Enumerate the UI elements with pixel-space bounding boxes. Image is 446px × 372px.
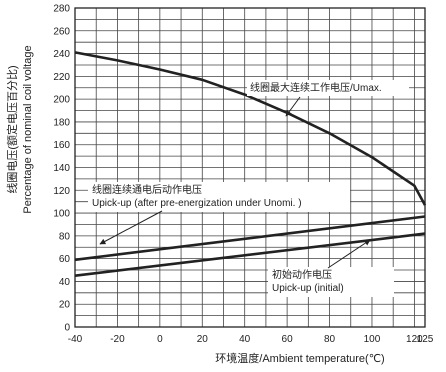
x-tick-label: 40 bbox=[239, 334, 251, 345]
y-tick-label: 40 bbox=[59, 277, 71, 288]
annotation-arrow bbox=[327, 239, 371, 269]
annotation-box bbox=[268, 267, 394, 297]
x-tick-label: 100 bbox=[364, 334, 381, 345]
y-tick-label: 200 bbox=[53, 95, 70, 106]
x-tick-label: -40 bbox=[68, 334, 83, 345]
y-axis-title: 线圈电压(额定电压百分比) Percentage of nominal coil … bbox=[5, 45, 34, 213]
annotation-arrow bbox=[285, 96, 301, 117]
annotation-text: 初始动作电压 bbox=[272, 268, 332, 281]
y-axis-title-line: Percentage of nominal coil voltage bbox=[22, 45, 34, 213]
y-tick-label: 60 bbox=[59, 254, 71, 265]
tick-labels: -40 -20 0 20 40 60 80 100 1201250204060801001201… bbox=[53, 4, 433, 346]
y-tick-label: 240 bbox=[53, 49, 70, 60]
y-tick-label: 80 bbox=[59, 231, 71, 242]
plot-frame bbox=[74, 7, 426, 328]
y-tick-label: 260 bbox=[53, 26, 70, 37]
x-tick-label: 125 bbox=[417, 334, 434, 345]
annotation-text: 线圈最大连续工作电压/Umax. bbox=[250, 81, 382, 94]
y-tick-label: 180 bbox=[53, 117, 70, 128]
annotation-text: Upick-up (initial) bbox=[272, 283, 344, 294]
y-tick-label: 160 bbox=[53, 140, 70, 151]
annotations: 线圈最大连续工作电压/Umax. 线圈连续通电后动作电压 Upick-up (aft… bbox=[88, 80, 409, 297]
y-tick-label: 20 bbox=[59, 300, 71, 311]
annotation-text: 线圈连续通电后动作电压 bbox=[92, 183, 202, 196]
annotation-arrow bbox=[99, 210, 163, 245]
x-tick-label: 80 bbox=[324, 334, 336, 345]
annotation-box bbox=[247, 80, 409, 96]
x-tick-label: -20 bbox=[110, 334, 125, 345]
annotation-text: Upick-up (after pre-energization under U… bbox=[92, 198, 302, 209]
series-line-2 bbox=[74, 215, 426, 262]
x-tick-label: 0 bbox=[157, 334, 163, 345]
x-tick-label: 60 bbox=[282, 334, 294, 345]
x-tick-label: 120 bbox=[406, 334, 423, 345]
x-tick-label: 20 bbox=[197, 334, 209, 345]
y-tick-label: 100 bbox=[53, 209, 70, 220]
series-line-1 bbox=[74, 51, 427, 206]
y-axis-title-line: 线圈电压(额定电压百分比) bbox=[5, 65, 19, 193]
y-tick-label: 220 bbox=[53, 72, 70, 83]
y-tick-label: 140 bbox=[53, 163, 70, 174]
y-tick-label: 120 bbox=[53, 186, 70, 197]
y-tick-label: 280 bbox=[53, 4, 70, 15]
x-axis-title: 环境温度/Ambient temperature(℃) bbox=[215, 351, 384, 365]
y-tick-label: 0 bbox=[64, 323, 70, 334]
annotation-box bbox=[88, 182, 350, 212]
